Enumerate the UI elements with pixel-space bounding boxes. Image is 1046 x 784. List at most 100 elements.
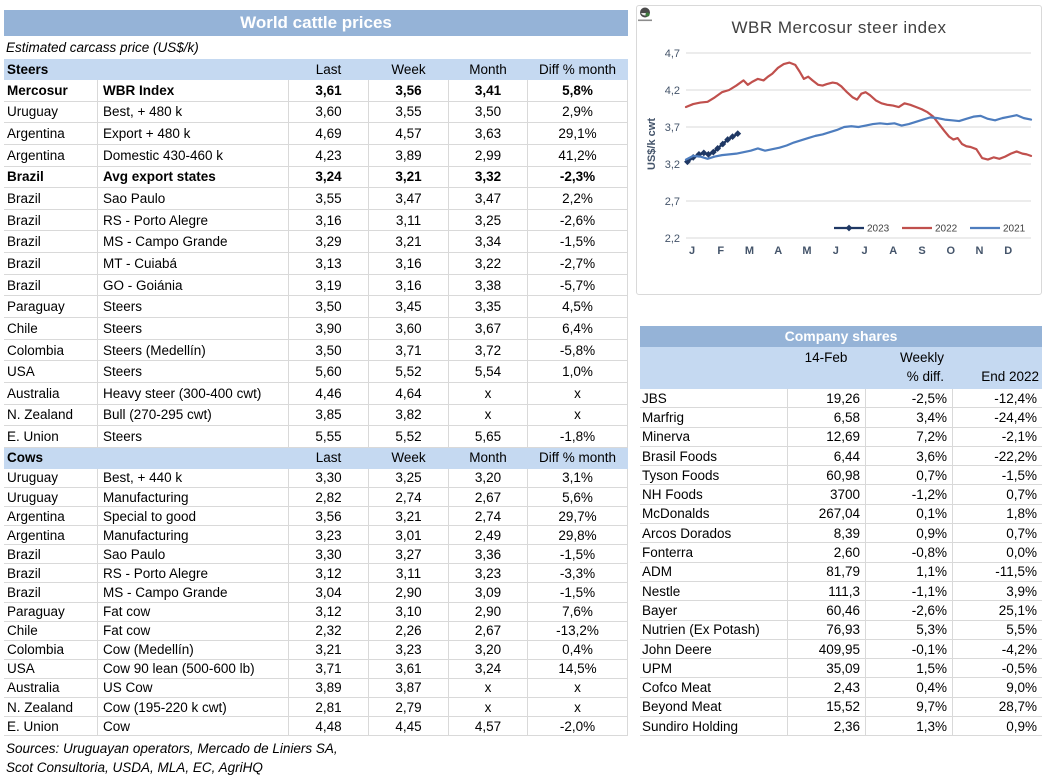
cell-month: 3,24: [448, 659, 527, 679]
cell-last: 3,71: [288, 659, 368, 679]
cell-diff-month: 29,7%: [527, 507, 628, 527]
cell-diff-month: -1,5%: [527, 231, 628, 254]
cell-price: 111,3: [787, 581, 865, 602]
column-header-2: Month: [469, 61, 507, 77]
table-row: Arcos Dorados 8,39 0,9% 0,7%: [640, 524, 1042, 544]
cell-month: 2,67: [448, 621, 527, 641]
cell-month: 5,54: [448, 361, 527, 383]
cell-last: 4,48: [288, 717, 368, 737]
cell-month: x: [448, 678, 527, 699]
cell-company: NH Foods: [640, 485, 787, 505]
cell-company: UPM: [640, 659, 787, 679]
cell-country: Brazil: [4, 564, 97, 584]
cell-company: Cofco Meat: [640, 678, 787, 698]
cell-country: Brazil: [4, 545, 97, 565]
x-tick-label: M: [745, 245, 754, 257]
legend-marker: [845, 224, 853, 232]
cell-diff-month: 29,8%: [527, 526, 628, 546]
table-row: John Deere 409,95 -0,1% -4,2%: [640, 639, 1042, 660]
table-row: Brazil MT - Cuiabá 3,13 3,16 3,22 -2,7%: [4, 253, 628, 275]
series-marker: [729, 133, 736, 141]
cell-last: 3,16: [288, 209, 368, 232]
cell-month: 2,49: [448, 526, 527, 546]
sources-note: Sources: Uruguayan operators, Mercado de…: [4, 739, 628, 777]
legend-label: 2021: [1003, 224, 1026, 235]
table-row: JBS 19,26 -2,5% -12,4%: [640, 389, 1042, 409]
cell-country: Paraguay: [4, 296, 97, 319]
cell-week: 2,74: [368, 487, 448, 508]
table-row: Minerva 12,69 7,2% -2,1%: [640, 427, 1042, 447]
cell-month: 3,50: [448, 101, 527, 124]
table-row: Paraguay Steers 3,50 3,45 3,35 4,5%: [4, 296, 628, 319]
series-marker: [724, 136, 732, 143]
table-row: Brasil Foods 6,44 3,6% -22,2%: [640, 446, 1042, 467]
cell-company: Bayer: [640, 601, 787, 621]
table-row: Sundiro Holding 2,36 1,3% 0,9%: [640, 717, 1042, 737]
x-tick-label: A: [774, 245, 782, 257]
cell-country: Australia: [4, 679, 97, 699]
table-row: Brazil Sao Paulo 3,55 3,47 3,47 2,2%: [4, 188, 628, 210]
cell-end-2022: -1,5%: [952, 466, 1042, 486]
cell-week: 3,16: [368, 274, 448, 297]
cell-week: 4,57: [368, 123, 448, 145]
column-header-2: Month: [469, 450, 507, 466]
cell-country: Uruguay: [4, 469, 97, 488]
y-axis-label: US$/k cwt: [646, 118, 658, 170]
cell-company: JBS: [640, 389, 787, 409]
company-shares-panel: Company shares 14-Feb Weekly % diff. End…: [640, 326, 1042, 737]
table-row: USA Cow 90 lean (500-600 lb) 3,71 3,61 3,24 1…: [4, 659, 628, 679]
cell-month: 5,65: [448, 426, 527, 448]
cell-last: 3,21: [288, 640, 368, 660]
cell-week: 3,47: [368, 188, 448, 210]
cell-week: 3,11: [368, 564, 448, 584]
series-marker: [714, 145, 722, 152]
cell-month: 2,99: [448, 144, 527, 167]
cell-price: 267,04: [787, 504, 865, 525]
x-tick-label: O: [946, 245, 955, 257]
cell-month: 3,23: [448, 564, 527, 584]
cell-weekly-diff: -2,6%: [865, 601, 952, 621]
cell-country: Argentina: [4, 145, 97, 167]
cell-end-2022: -22,2%: [952, 446, 1042, 467]
x-tick-label: D: [1004, 245, 1012, 257]
cell-diff-month: -2,3%: [527, 166, 628, 189]
cell-week: 3,01: [368, 526, 448, 546]
cell-month: 2,67: [448, 487, 527, 508]
cell-last: 3,90: [288, 318, 368, 340]
cell-price: 81,79: [787, 562, 865, 582]
section-spacer: [97, 448, 288, 469]
cell-last: 5,55: [288, 426, 368, 448]
sources-line-2: Scot Consultoria, USDA, MLA, EC, AgriHQ: [6, 760, 263, 776]
cell-country: Argentina: [4, 526, 97, 546]
cell-description: RS - Porto Alegre: [97, 209, 288, 232]
cell-month: 3,22: [448, 253, 527, 275]
cell-end-2022: 0,9%: [952, 717, 1042, 737]
cell-description: Cow: [97, 717, 288, 737]
cell-end-2022: 0,0%: [952, 543, 1042, 563]
cell-week: 2,26: [368, 621, 448, 641]
cell-week: 2,79: [368, 698, 448, 718]
table-row: Tyson Foods 60,98 0,7% -1,5%: [640, 466, 1042, 486]
x-tick-label: J: [833, 245, 839, 257]
cell-month: 3,41: [448, 80, 527, 102]
cell-price: 3700: [787, 485, 865, 505]
table-row: Argentina Export + 480 k 4,69 4,57 3,63 29,1%: [4, 123, 628, 145]
cell-description: Steers (Medellín): [97, 339, 288, 362]
cell-last: 4,23: [288, 144, 368, 167]
series-marker: [705, 150, 712, 158]
x-tick-label: J: [861, 245, 867, 257]
y-tick-label: 4,2: [665, 85, 680, 97]
cell-country: Mercosur: [4, 80, 97, 102]
cell-diff-month: -2,6%: [527, 209, 628, 232]
cell-diff-month: x: [527, 382, 628, 405]
watermark-logo-icon: [638, 7, 652, 22]
cell-month: 4,57: [448, 717, 527, 737]
cell-weekly-diff: -1,1%: [865, 581, 952, 602]
cell-month: 3,32: [448, 166, 527, 189]
column-header-0: Last: [315, 61, 342, 77]
cell-country: E. Union: [4, 426, 97, 448]
cell-description: Domestic 430-460 k: [97, 144, 288, 167]
section-title: Steers: [7, 61, 49, 77]
cell-end-2022: 5,5%: [952, 620, 1042, 640]
cell-week: 3,60: [368, 318, 448, 340]
